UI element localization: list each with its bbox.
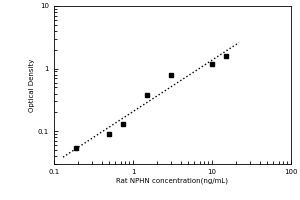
X-axis label: Rat NPHN concentration(ng/mL): Rat NPHN concentration(ng/mL): [116, 178, 229, 184]
Y-axis label: Optical Density: Optical Density: [29, 58, 35, 112]
